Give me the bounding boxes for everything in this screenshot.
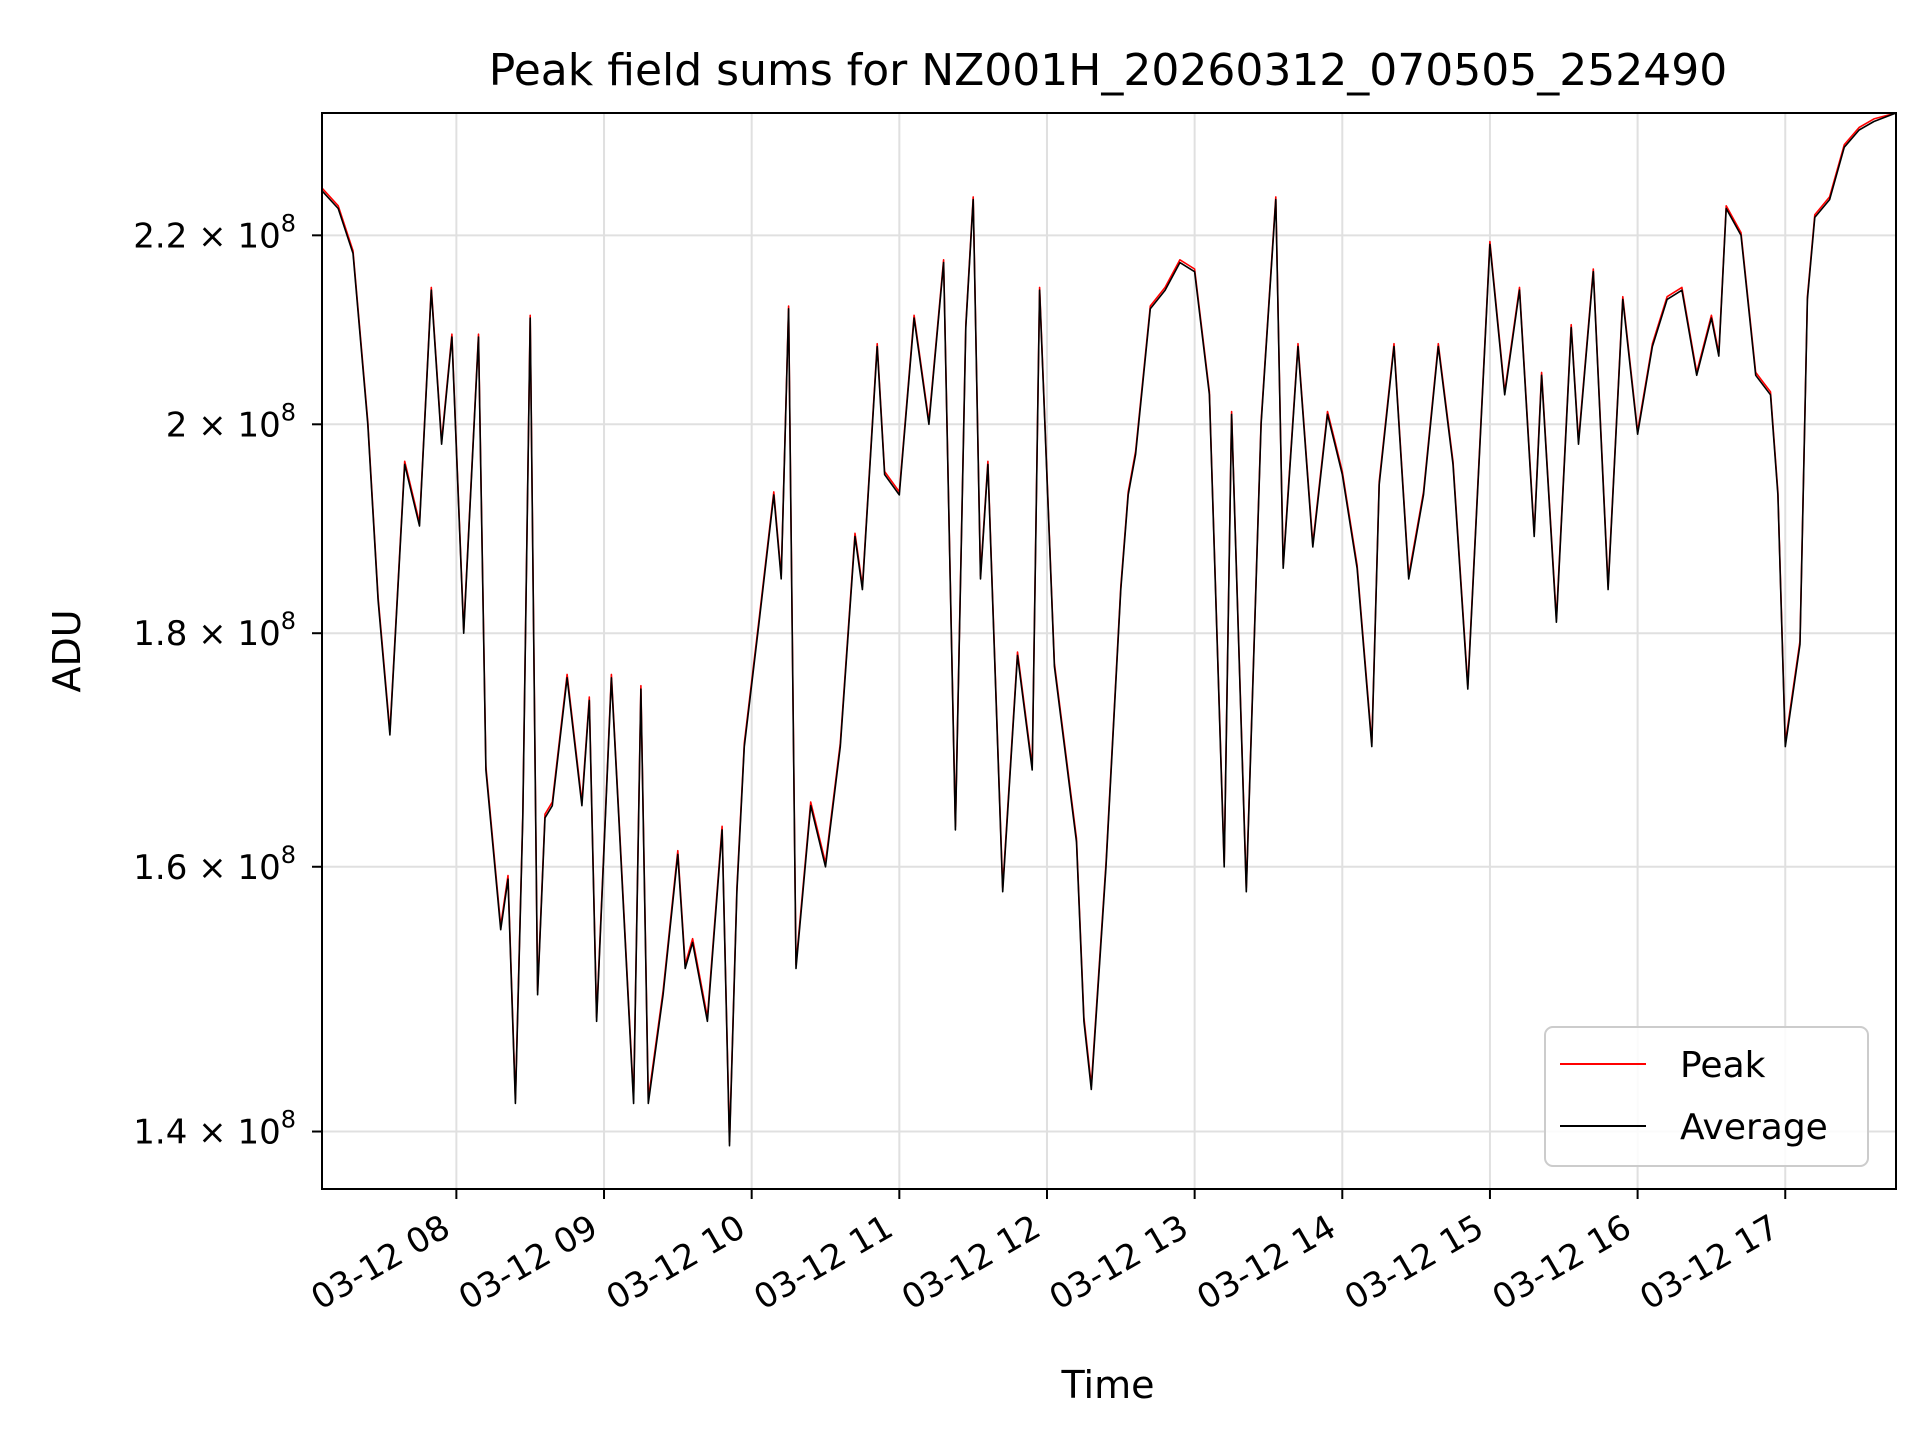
y-tick-label: 2.2 × 108 xyxy=(133,209,296,256)
series-line-average xyxy=(321,112,1897,1147)
legend-label-peak: Peak xyxy=(1680,1045,1766,1086)
chart-title: Peak field sums for NZ001H_20260312_0705… xyxy=(489,45,1727,96)
series-layer xyxy=(321,112,1897,1147)
plot-frame xyxy=(321,112,1897,1190)
y-tick-label: 2 × 108 xyxy=(166,398,296,445)
legend-label-average: Average xyxy=(1680,1107,1828,1148)
y-tick-label: 1.4 × 108 xyxy=(133,1106,296,1153)
y-tick-label: 1.8 × 108 xyxy=(133,607,296,654)
x-axis-label: Time xyxy=(1061,1363,1155,1407)
grid xyxy=(322,113,1896,1189)
legend: Peak Average xyxy=(1544,1026,1869,1167)
y-axis-label: ADU xyxy=(45,609,89,692)
y-tick-label: 1.6 × 108 xyxy=(133,841,296,888)
legend-box xyxy=(1544,1026,1869,1167)
y-axis: 1.4 × 108 1.6 × 108 1.8 × 108 2 × 108 2.2 × … xyxy=(133,209,322,1153)
